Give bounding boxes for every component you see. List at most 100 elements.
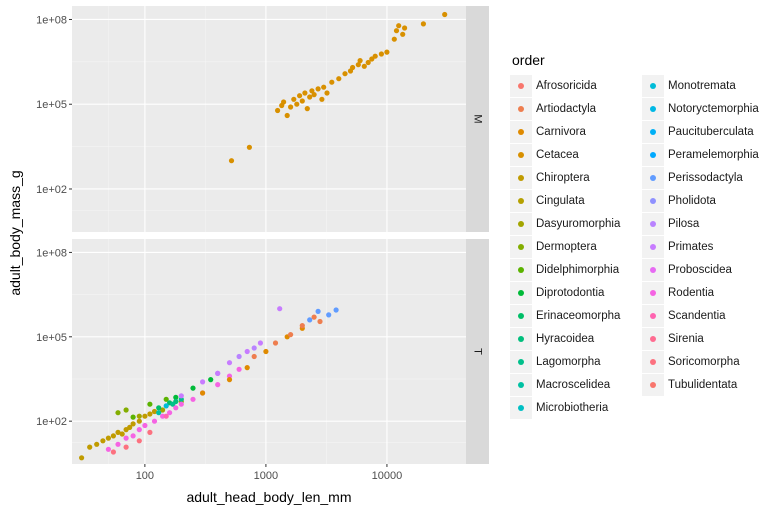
legend-dot-icon: [650, 243, 656, 250]
data-point: [100, 438, 106, 444]
data-point: [130, 414, 136, 420]
legend-dot-icon: [518, 128, 524, 135]
legend-key: [510, 396, 532, 419]
facet-panel-t: T 1e+02 1e+05 1e+08: [36, 239, 489, 464]
data-point: [226, 377, 233, 383]
legend-key: [642, 258, 664, 281]
data-point: [275, 107, 281, 114]
data-point: [136, 427, 142, 433]
data-point: [215, 382, 221, 388]
data-point: [263, 348, 269, 355]
data-point: [147, 411, 153, 417]
legend-item: Microbiotheria: [510, 396, 642, 419]
data-point: [236, 366, 242, 372]
data-point: [142, 413, 148, 419]
data-point: [115, 410, 121, 416]
data-point: [226, 360, 233, 366]
data-point: [130, 421, 136, 427]
legend-item: Primates: [642, 235, 774, 258]
data-point: [319, 96, 325, 102]
legend-label: Artiodactyla: [536, 102, 597, 115]
data-point: [215, 370, 221, 376]
data-point: [317, 318, 323, 325]
data-point: [160, 413, 166, 419]
data-point: [200, 379, 206, 385]
x-tick-label: 100: [136, 470, 154, 482]
legend-key: [510, 189, 532, 212]
legend-key: [510, 120, 532, 143]
data-point: [173, 394, 179, 400]
legend-key: [510, 97, 532, 120]
data-point: [291, 96, 297, 102]
data-point: [167, 410, 173, 416]
data-point: [299, 98, 305, 104]
data-point: [115, 429, 121, 435]
legend-column: Monotremata Notoryctemorphia Paucitubercul…: [642, 74, 774, 419]
data-point: [163, 413, 169, 419]
legend-label: Primates: [668, 240, 714, 253]
data-point: [147, 401, 153, 407]
x-axis-title: adult_head_body_len_mm: [186, 489, 351, 505]
data-point: [442, 11, 448, 18]
data-point: [136, 413, 142, 419]
legend-key: [642, 304, 664, 327]
data-point: [87, 444, 93, 450]
legend-label: Soricomorpha: [668, 355, 740, 368]
legend-key: [642, 327, 664, 350]
panel-background: [72, 6, 466, 232]
legend-key: [510, 304, 532, 327]
data-point: [329, 79, 335, 85]
data-point: [123, 407, 129, 413]
legend-dot-icon: [518, 358, 524, 365]
y-tick-label: 1e+08: [36, 14, 67, 26]
legend-item: Erinaceomorpha: [510, 304, 642, 327]
data-point: [178, 401, 184, 407]
data-point: [105, 446, 111, 452]
data-point: [208, 377, 214, 383]
data-point: [288, 104, 294, 110]
x-tick-label: 10000: [372, 470, 403, 482]
legend-label: Diprotodontia: [536, 286, 605, 299]
data-point: [228, 158, 235, 164]
legend-item: Perissodactyla: [642, 166, 774, 189]
legend-label: Didelphimorphia: [536, 263, 620, 276]
facet-strip-label: T: [472, 348, 484, 355]
legend-dot-icon: [650, 82, 656, 89]
legend-item: Monotremata: [642, 74, 774, 97]
data-point: [160, 407, 166, 413]
legend-dot-icon: [518, 151, 524, 158]
legend-dot-icon: [650, 289, 656, 296]
data-point: [163, 403, 169, 409]
data-point: [302, 90, 308, 96]
data-point: [119, 431, 125, 437]
data-point: [372, 53, 378, 59]
data-point: [277, 306, 283, 312]
data-point: [200, 390, 206, 396]
y-axis-title: adult_body_mass_g: [7, 170, 23, 295]
legend-item: Pilosa: [642, 212, 774, 235]
axes: 100 1000 10000: [136, 464, 403, 482]
legend-label: Scandentia: [668, 309, 726, 322]
legend-key: [510, 350, 532, 373]
legend-item: Pholidota: [642, 189, 774, 212]
legend-key: [510, 281, 532, 304]
legend-dot-icon: [518, 197, 524, 204]
data-point: [79, 455, 85, 461]
legend-dot-icon: [518, 404, 524, 411]
data-point: [272, 340, 279, 346]
legend-item: Cetacea: [510, 143, 642, 166]
y-tick-label: 1e+08: [36, 247, 67, 259]
data-point: [236, 353, 242, 360]
legend-label: Dermoptera: [536, 240, 597, 253]
legend-dot-icon: [518, 312, 524, 319]
data-point: [294, 101, 300, 107]
legend-key: [642, 97, 664, 120]
legend-item: Diprotodontia: [510, 281, 642, 304]
data-point: [244, 348, 250, 355]
legend-key: [642, 143, 664, 166]
legend-label: Sirenia: [668, 332, 704, 345]
legend-dot-icon: [518, 381, 524, 388]
legend-dot-icon: [650, 381, 656, 388]
x-tick-label: 1000: [254, 470, 278, 482]
data-point: [123, 435, 129, 441]
